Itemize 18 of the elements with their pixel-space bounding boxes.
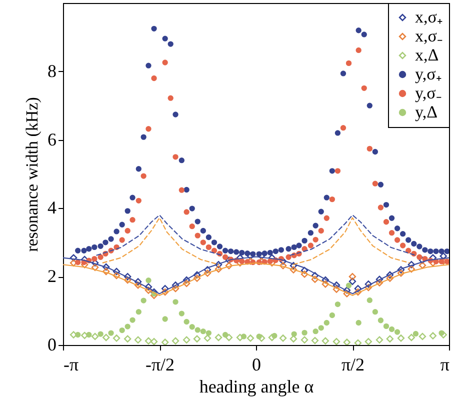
y-axis-title: resonance width (kHz): [22, 97, 42, 252]
x-tick-label: -π/2: [145, 354, 175, 374]
legend-label: x,Δ: [415, 46, 439, 64]
x-tick-label: π: [440, 354, 450, 374]
legend-label: x,σ₋: [415, 26, 443, 46]
x-tick-label: -π: [64, 354, 79, 374]
y-tick-label: 6: [48, 129, 56, 150]
y-tick-label: 8: [48, 60, 56, 81]
x-tick-label: π/2: [341, 354, 365, 374]
x-axis-title: heading angle α: [199, 376, 314, 396]
y-tick-label: 2: [48, 266, 56, 286]
legend-label: x,σ₊: [415, 8, 443, 26]
y-tick-label: 4: [48, 198, 56, 218]
y-tick-label: 0: [48, 334, 56, 354]
legend-label: y,Δ: [415, 102, 438, 122]
x-tick-label: 0: [252, 354, 261, 374]
legend-label: y,σ₋: [415, 84, 442, 102]
legend-label: y,σ₊: [415, 64, 442, 84]
